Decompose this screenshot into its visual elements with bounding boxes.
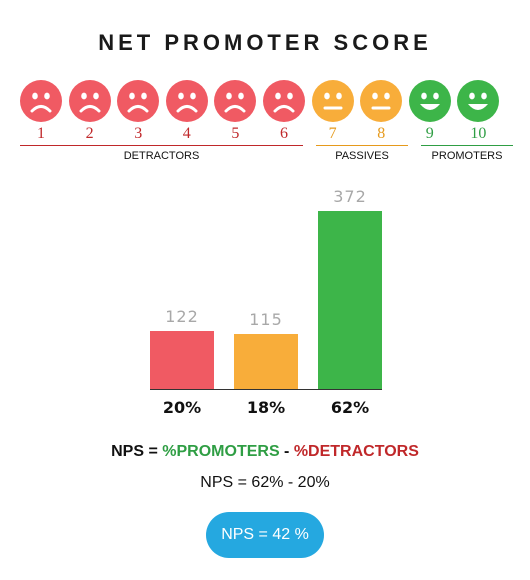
score-scale: 1 2 3 4 5 6 7 8 9 10 [0,0,530,170]
page-title: NET PROMOTER SCORE [98,30,432,55]
scale-number: 2 [85,125,94,142]
scale-number: 6 [280,125,288,142]
bar-value-label: 122 [165,306,199,326]
happy-face-icon [457,80,500,122]
formula-detractors: %DETRACTORS [293,443,419,460]
formula-promoters: %PROMOTERS [162,443,280,460]
percent-label: 62% [330,398,370,417]
formula-minus: - [279,443,294,460]
neutral-face-icon [360,80,403,122]
bar [150,330,214,389]
scale-number: 5 [231,125,240,142]
promoters-line [421,145,513,146]
bar-value-label: 115 [249,309,283,329]
passives-line [316,145,408,146]
sad-face-icon [117,80,160,122]
percent-label: 20% [162,398,202,417]
scale-number: 8 [377,125,386,142]
bar [318,211,382,389]
bar [234,333,298,389]
detractors-label: DETRACTORS [123,150,200,162]
percent-label: 18% [246,398,286,417]
nps-result-badge: NPS = 42 % [206,512,324,558]
nps-formula: NPS = %PROMOTERS - %DETRACTORS [0,443,530,461]
nps-calculation: NPS = 62% - 20% [200,474,330,491]
happy-face-icon [408,80,451,122]
sad-face-icon [263,80,305,122]
sad-face-icon [68,80,111,122]
scale-number: 1 [37,125,45,142]
sad-face-icon [20,80,62,122]
x-axis-line [150,389,382,390]
bar-value-label: 372 [333,187,367,206]
promoters-label: PROMOTERS [431,150,503,162]
passives-label: PASSIVES [335,150,389,162]
scale-number: 3 [134,125,143,142]
sad-face-icon [165,80,208,122]
formula-prefix: NPS = [111,443,163,460]
scale-number: 7 [328,125,337,142]
detractors-line [20,145,303,146]
scale-number: 4 [182,125,191,142]
sad-face-icon [214,80,257,122]
scale-number: 9 [425,125,434,142]
scale-number: 10 [470,125,487,142]
neutral-face-icon [311,80,354,122]
